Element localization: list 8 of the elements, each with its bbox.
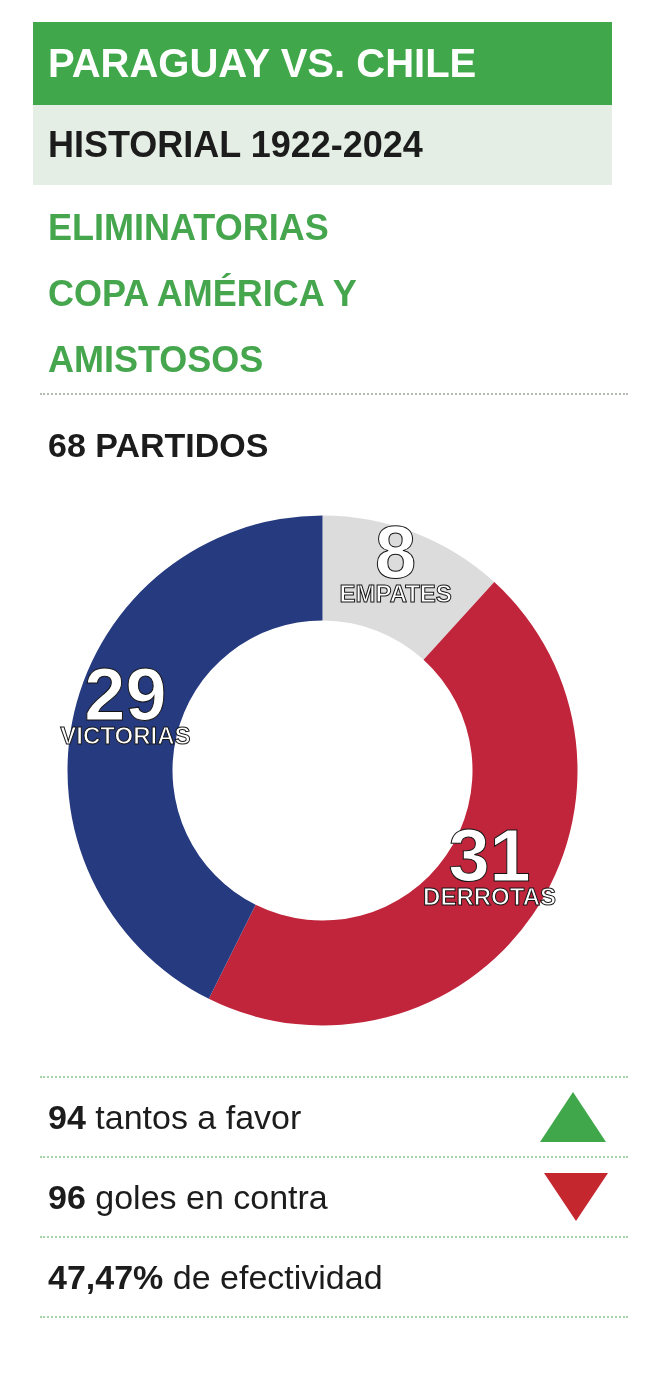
text: 47,47% de efectividad bbox=[48, 1256, 383, 1298]
text: 94 tantos a favor bbox=[48, 1096, 302, 1138]
slice-label: EMPATES bbox=[339, 579, 452, 607]
text: 68 PARTIDOS bbox=[48, 425, 270, 466]
chart-subtitle: HISTORIAL 1922-2024 bbox=[33, 105, 612, 185]
chart-title: PARAGUAY VS. CHILE bbox=[33, 22, 612, 105]
text: 96 goles en contra bbox=[48, 1176, 328, 1218]
text: ELIMINATORIAS COPA AMÉRICA Y AMISTOSOS bbox=[48, 206, 358, 382]
